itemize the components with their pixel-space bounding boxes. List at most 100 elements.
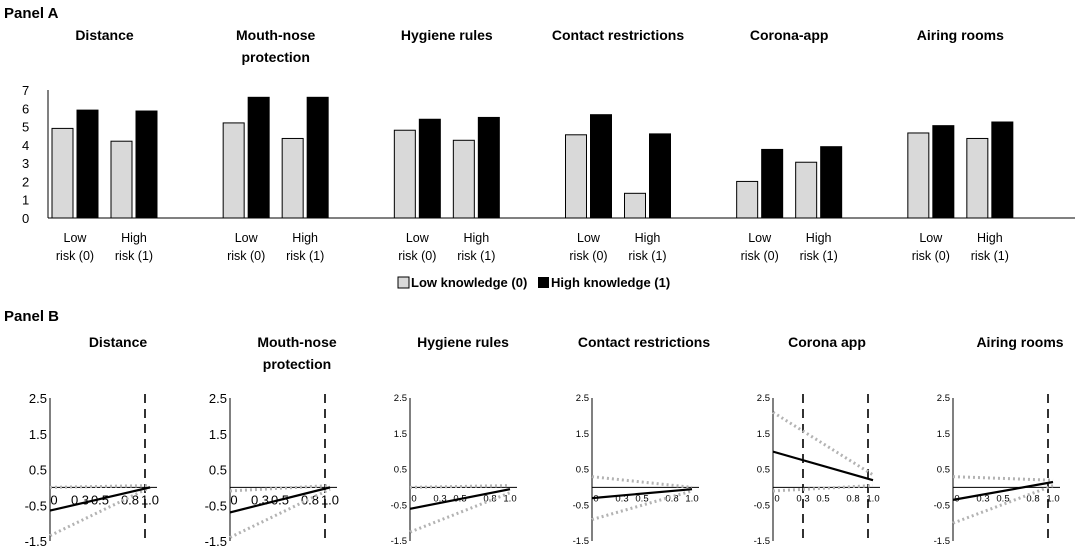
panel-a-chart-title-distance: Distance	[75, 27, 134, 43]
panel-b-chart-title: Corona app	[788, 334, 866, 350]
panel-a-y-tick-label: 1	[22, 193, 29, 208]
panel-b-ci-lower-line	[229, 487, 331, 539]
panel-a-category-label: High	[977, 231, 1003, 245]
panel-b-y-tick-label: -1.5	[391, 536, 407, 547]
panel-b-chart-title: Distance	[89, 334, 148, 350]
panel-b-y-tick-label: -1.5	[205, 534, 227, 549]
panel-a-category-label: risk (1)	[628, 249, 666, 263]
panel-b-x-tick-label: 1.0	[1046, 493, 1059, 504]
panel-b-ci-lower-line	[49, 486, 151, 537]
panel-b-y-tick-label: 2.5	[209, 391, 227, 406]
panel-b-y-tick-label: -0.5	[573, 500, 589, 511]
panel-a-y-tick-label: 7	[22, 83, 29, 98]
panel-a-category-label: risk (0)	[398, 249, 436, 263]
panel-b-y-tick-label: -0.5	[754, 500, 770, 511]
panel-b-subplot-corona-app: Corona app 2.5 1.5 0.5 -0.5 -1.5 0 0.3 0.5 0.8 1.0	[754, 334, 880, 547]
panel-b-y-tick-label: 0.5	[576, 465, 589, 476]
bar-hygiene-rules-high-risk-1-high-knowledge-1	[477, 116, 500, 219]
panel-b-y-tick-label: 0.5	[209, 463, 227, 478]
panel-b-y-tick-label: 1.5	[576, 429, 589, 440]
panel-b-x-tick-label: 1.0	[141, 492, 159, 507]
legend-swatch-high-knowledge	[538, 277, 549, 288]
bar-mouth-nose-low-risk-0-high-knowledge-1	[247, 96, 270, 219]
panel-a-category-label: High	[292, 231, 318, 245]
panel-b-x-tick-label: 0.3	[976, 493, 989, 504]
panel-b-y-tick-label: -0.5	[934, 500, 950, 511]
panel-b-y-tick-label: -1.5	[573, 536, 589, 547]
legend-swatch-low-knowledge	[397, 276, 410, 289]
panel-b-ci-upper-line	[49, 484, 151, 489]
panel-b-chart-title: Hygiene rules	[417, 334, 509, 350]
panel-b-ci-upper-line	[229, 484, 331, 493]
bar-mouth-nose-low-risk-0-low-knowledge-0	[222, 122, 245, 219]
panel-b-x-tick-label: 0.8	[121, 492, 139, 507]
bar-distance-high-risk-1-low-knowledge-0	[110, 140, 133, 219]
panel-a-category-label: High	[463, 231, 489, 245]
panel-b-y-tick-label: -0.5	[25, 498, 47, 513]
panel-a-category-label: Low	[235, 231, 259, 245]
bar-corona-app-low-risk-0-low-knowledge-0	[736, 180, 759, 219]
bar-distance-low-risk-0-low-knowledge-0	[51, 127, 74, 219]
bar-mouth-nose-high-risk-1-high-knowledge-1	[306, 96, 329, 219]
bar-corona-app-low-risk-0-high-knowledge-1	[761, 148, 784, 219]
panel-b-x-tick-label: 0	[230, 492, 237, 507]
panel-b-x-tick-label: 0.3	[433, 493, 446, 504]
panel-b-effect-line	[49, 486, 151, 512]
panel-a-category-label: risk (0)	[569, 249, 607, 263]
panel-a-category-label: risk (0)	[912, 249, 950, 263]
bar-airing-rooms-low-risk-0-high-knowledge-1	[932, 125, 955, 219]
panel-b-effect-line	[409, 488, 511, 510]
panel-b-y-tick-label: 1.5	[394, 429, 407, 440]
panel-b-ci-lower-line	[591, 489, 693, 521]
panel-a-chart-title-hygiene-rules: Hygiene rules	[401, 27, 493, 43]
panel-b-subplot-mouth-nose: Mouth-nose protection 2.5 1.5 0.5 -0.5 -1.5 0 0.…	[205, 334, 339, 549]
panel-a-category-label: Low	[577, 231, 601, 245]
legend-label-high-knowledge: High knowledge (1)	[551, 275, 670, 290]
panel-b-y-tick-label: 0.5	[29, 463, 47, 478]
panel-b-y-tick-label: 2.5	[29, 391, 47, 406]
panel-b-x-tick-label: 0.8	[301, 492, 319, 507]
panel-b-y-tick-label: 1.5	[937, 429, 950, 440]
panel-b-x-tick-label: 0.8	[483, 493, 496, 504]
panel-b-x-tick-label: 1.0	[866, 493, 879, 504]
bar-corona-app-high-risk-1-high-knowledge-1	[820, 146, 843, 219]
panel-a-category-label: Low	[748, 231, 772, 245]
panel-a-y-tick-label: 3	[22, 156, 29, 171]
panel-b-y-tick-label: 2.5	[937, 393, 950, 404]
panel-b-ci-upper-line	[952, 475, 1054, 482]
panel-b-x-tick-label: 0	[50, 492, 57, 507]
panel-a-chart-title-mouth-nose: Mouth-nose	[236, 27, 316, 43]
panel-a-category-label: risk (1)	[115, 249, 153, 263]
panel-b-y-tick-label: 1.5	[29, 427, 47, 442]
panel-a-category-label: Low	[64, 231, 88, 245]
panel-a-category-label: High	[121, 231, 147, 245]
bar-corona-app-high-risk-1-low-knowledge-0	[795, 161, 818, 219]
panel-b-subplot-contact-restrictions: Contact restrictions 2.5 1.5 0.5 -0.5 -1.5 0 0.…	[573, 334, 711, 547]
bar-hygiene-rules-low-risk-0-low-knowledge-0	[393, 129, 416, 219]
panel-b-x-tick-label: 1.0	[503, 493, 516, 504]
panel-b-ci-lower-line	[772, 484, 874, 493]
panel-a-category-label: risk (1)	[286, 249, 324, 263]
bar-contact-restrictions-low-risk-0-low-knowledge-0	[565, 134, 587, 219]
panel-b-y-tick-label: -1.5	[25, 534, 47, 549]
bar-mouth-nose-high-risk-1-low-knowledge-0	[281, 137, 304, 219]
panel-b-effect-line	[772, 450, 874, 482]
panel-b-chart-title: Airing rooms	[976, 334, 1063, 350]
panel-a-chart: 0 1 2 3 4 5 6 7 Distance Low risk (0) High risk (1) M…	[22, 27, 1075, 263]
panel-a-y-tick-label: 6	[22, 101, 29, 116]
bar-airing-rooms-high-risk-1-low-knowledge-0	[966, 137, 989, 219]
bar-airing-rooms-low-risk-0-low-knowledge-0	[907, 132, 930, 219]
legend-label-low-knowledge: Low knowledge (0)	[411, 275, 527, 290]
panel-b-effect-line	[229, 486, 331, 514]
panel-b-y-tick-label: -0.5	[205, 498, 227, 513]
panel-b-x-tick-label: 1.0	[685, 493, 698, 504]
panel-a-chart-title-corona-app: Corona-app	[750, 27, 829, 43]
panel-b-ci-upper-line	[591, 475, 693, 489]
panel-b-x-tick-label: 1.0	[321, 492, 339, 507]
bar-hygiene-rules-high-risk-1-low-knowledge-0	[452, 139, 475, 219]
panel-b-y-tick-label: 1.5	[757, 429, 770, 440]
panel-b-x-tick-label: 0	[774, 493, 779, 504]
panel-b-y-tick-label: 2.5	[576, 393, 589, 404]
panel-b-subplot-airing-rooms: Airing rooms2.51.50.5-0.5-1.500.30.50.81…	[934, 334, 1064, 547]
